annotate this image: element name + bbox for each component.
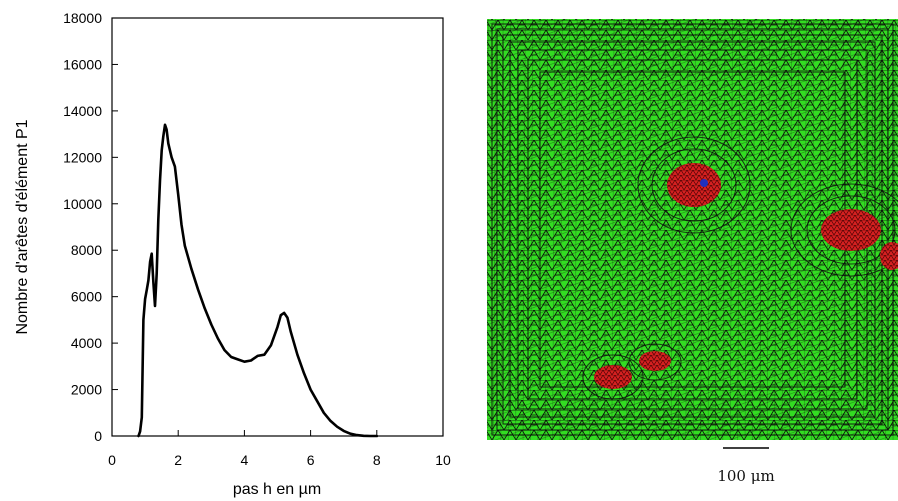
x-tick-label: 0 — [108, 452, 116, 468]
x-tick-label: 8 — [373, 452, 381, 468]
inclusion-1 — [667, 163, 721, 207]
x-tick-label: 10 — [435, 452, 451, 468]
x-tick-label: 4 — [241, 452, 249, 468]
y-tick-label: 16000 — [63, 56, 102, 72]
inclusion-3 — [880, 242, 898, 270]
y-tick-label: 18000 — [63, 10, 102, 26]
plot-frame — [111, 17, 444, 437]
y-tick-label: 12000 — [63, 149, 102, 165]
inclusion-4 — [594, 365, 632, 389]
y-axis-title: Nombre d'arêtes d'élément P1 — [14, 119, 31, 334]
line-chart: 0 2000 4000 6000 8000 10000 12000 14000 16000 180… — [14, 10, 451, 498]
inclusion-2 — [821, 209, 881, 251]
blue-marker — [700, 179, 708, 187]
x-axis-title: pas h en µm — [233, 481, 321, 498]
scale-bar-label: 100 μm — [717, 467, 774, 485]
y-axis: 0 2000 4000 6000 8000 10000 12000 14000 16000 180… — [63, 10, 118, 444]
y-tick-label: 14000 — [63, 103, 102, 119]
mesh-image — [487, 19, 898, 440]
scale-bar: 100 μm — [717, 447, 775, 485]
x-tick-label: 2 — [174, 452, 182, 468]
y-tick-label: 2000 — [71, 382, 102, 398]
y-tick-label: 8000 — [71, 242, 102, 258]
x-tick-label: 6 — [307, 452, 315, 468]
refinement-halos — [582, 136, 898, 400]
y-tick-label: 10000 — [63, 196, 102, 212]
inclusion-5 — [639, 351, 671, 371]
x-axis: 0 2 4 6 8 10 — [108, 430, 451, 468]
y-tick-label: 4000 — [71, 335, 102, 351]
series-line — [137, 123, 379, 438]
y-tick-label: 6000 — [71, 289, 102, 305]
y-tick-label: 0 — [94, 428, 102, 444]
